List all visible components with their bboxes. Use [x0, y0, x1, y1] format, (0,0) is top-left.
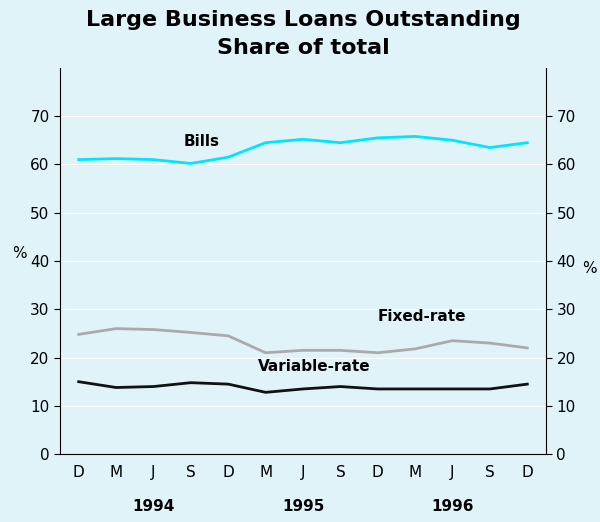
Y-axis label: %: % [12, 246, 26, 261]
Text: 1995: 1995 [282, 499, 324, 514]
Text: 1994: 1994 [132, 499, 175, 514]
Text: 1996: 1996 [431, 499, 474, 514]
Text: Fixed-rate: Fixed-rate [378, 310, 466, 324]
Title: Large Business Loans Outstanding
Share of total: Large Business Loans Outstanding Share o… [86, 10, 520, 58]
Text: Variable-rate: Variable-rate [258, 359, 371, 374]
Text: Bills: Bills [184, 134, 220, 149]
Y-axis label: %: % [583, 261, 597, 276]
